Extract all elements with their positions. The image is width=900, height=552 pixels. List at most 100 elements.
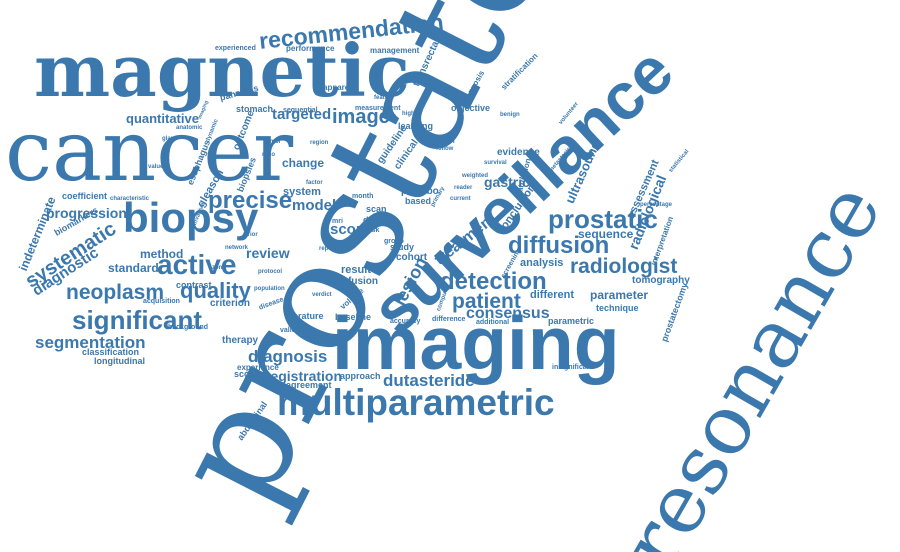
word-feature: feature xyxy=(374,95,395,101)
word-management: management xyxy=(370,46,420,55)
word-accuracy: accuracy xyxy=(390,318,421,325)
word-survival: survival xyxy=(484,160,507,166)
word-repeat: repeat xyxy=(319,246,338,252)
word-population: population xyxy=(254,286,285,292)
word-score: score xyxy=(330,221,371,238)
word-parameter: parameter xyxy=(590,288,649,302)
word-lower: lower xyxy=(380,114,396,120)
word-active: active xyxy=(157,249,237,280)
word-acquisition: acquisition xyxy=(143,298,180,305)
word-sequence: sequence xyxy=(578,227,634,241)
word-precise: precise xyxy=(208,187,293,214)
word-review: review xyxy=(246,245,290,261)
word-cohort: cohort xyxy=(396,252,428,263)
word-placebo: placebo xyxy=(401,186,439,197)
word-data: data xyxy=(363,215,382,225)
word-higher: higher xyxy=(402,111,421,117)
word-parametric: parametric xyxy=(548,316,595,326)
word-factor: factor xyxy=(306,180,323,186)
word-insignificant: insignificant xyxy=(552,364,594,371)
word-evaluation: evaluation xyxy=(420,138,455,145)
word-evidence: evidence xyxy=(497,147,540,158)
word-therapy: therapy xyxy=(222,335,259,346)
word-neoplasm: neoplasm xyxy=(66,281,165,304)
word-protocol: protocol xyxy=(258,269,282,275)
word-literature: literature xyxy=(285,311,324,321)
word-coefficient: coefficient xyxy=(62,191,108,201)
word-cancer: cancer xyxy=(5,102,294,200)
word-quantitative: quantitative xyxy=(126,111,199,126)
word-segmentation: segmentation xyxy=(35,333,146,352)
word-approach: approach xyxy=(340,371,381,381)
word-classification: classification xyxy=(82,347,140,357)
word-group: group xyxy=(384,238,404,245)
word-characteristic: characteristic xyxy=(110,196,150,202)
word-fusion: fusion xyxy=(348,276,378,287)
word-prostatectomy: prostatectomy xyxy=(659,281,690,344)
word-experience: experience xyxy=(237,363,279,372)
word-biopsy: biopsy xyxy=(123,194,259,241)
word-scan: scan xyxy=(366,204,387,214)
word-image: image xyxy=(332,106,390,128)
word-mri: mri xyxy=(332,218,343,225)
word-background: background xyxy=(168,324,209,331)
word-stomach: stomach xyxy=(236,104,274,114)
word-system: system xyxy=(283,186,321,198)
word-radiologist: radiologist xyxy=(570,255,678,278)
word-diagnosis: diagnosis xyxy=(248,347,328,366)
word-technique: technique xyxy=(596,303,639,313)
word-validation: validation xyxy=(280,327,313,334)
word-verdict: verdict xyxy=(312,292,332,298)
word-diffusion: diffusion xyxy=(508,232,610,259)
word-follow: follow xyxy=(436,146,454,152)
word-result: result xyxy=(341,264,371,276)
word-prior: prior xyxy=(244,232,258,238)
word-agreement: agreement xyxy=(286,380,332,390)
word-benign: benign xyxy=(500,112,520,118)
word-month: month xyxy=(352,193,374,200)
word-objective: objective xyxy=(451,103,491,113)
word-ratio: ratio xyxy=(262,152,276,158)
word-detection: detection xyxy=(440,268,547,295)
word-sequential: sequential xyxy=(283,107,318,114)
word-dutasteride: dutasteride xyxy=(383,371,475,390)
word-prostatic: prostatic xyxy=(548,204,658,234)
word-magnetic: magnetic xyxy=(34,28,410,113)
word-consensus: consensus xyxy=(466,305,550,322)
word-reader: reader xyxy=(454,185,473,191)
word-registration: registration xyxy=(265,368,343,384)
word-tomography: tomography xyxy=(632,275,690,286)
word-risk: risk xyxy=(367,227,380,234)
word-performance: performance xyxy=(286,44,335,53)
word-difference: difference xyxy=(432,316,466,323)
word-scoring: scoring xyxy=(234,369,267,379)
word-standard: standard xyxy=(108,261,159,275)
word-patient: patient xyxy=(452,290,521,313)
word-quality: quality xyxy=(180,278,251,303)
word-value: value xyxy=(148,164,164,170)
word-based: based xyxy=(405,196,432,206)
word-measurement: measurement xyxy=(355,105,401,112)
word-network: network xyxy=(225,245,249,251)
word-anatomic: anatomic xyxy=(176,125,203,131)
word-apparent: apparent xyxy=(323,83,357,92)
word-baseline: baseline xyxy=(335,312,372,322)
word-tumor: tumor xyxy=(264,139,281,145)
word-longitudinal: longitudinal xyxy=(94,356,145,366)
word-targeted: targeted xyxy=(272,106,332,123)
word-contrast: contrast xyxy=(176,280,212,290)
word-percentage: percentage xyxy=(640,202,673,208)
word-different: different xyxy=(530,289,574,301)
word-zone: zone xyxy=(212,265,226,271)
word-current: current xyxy=(450,196,471,202)
word-imaging: imaging xyxy=(332,301,620,385)
word-statistical: statistical xyxy=(668,148,691,174)
word-criterion: criterion xyxy=(210,298,251,309)
word-model: model xyxy=(292,197,337,214)
word-region: region xyxy=(310,140,329,146)
word-experienced: experienced xyxy=(215,45,256,52)
word-weighted: weighted xyxy=(462,173,489,179)
word-analysis: analysis xyxy=(520,257,564,269)
word-method: method xyxy=(140,247,184,261)
